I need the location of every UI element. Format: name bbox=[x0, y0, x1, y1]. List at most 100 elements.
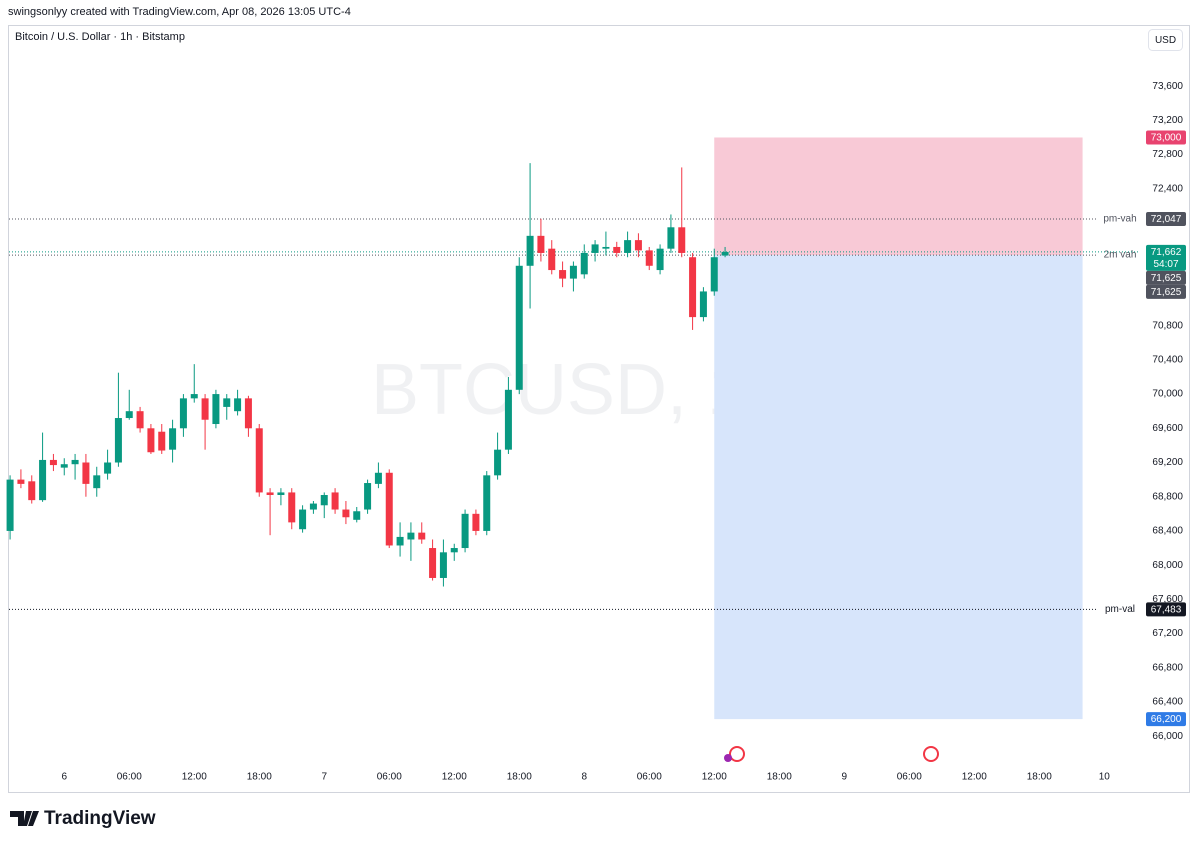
price-badge-label: 71,625 bbox=[1151, 287, 1182, 298]
candle-body bbox=[396, 536, 404, 546]
candle-body bbox=[201, 398, 209, 420]
y-tick-label: 72,800 bbox=[1152, 149, 1183, 160]
candle-body bbox=[255, 428, 263, 493]
candle-body bbox=[429, 548, 437, 578]
candle-body bbox=[526, 235, 534, 266]
candle-body bbox=[569, 265, 577, 279]
y-tick-label: 67,200 bbox=[1152, 628, 1183, 639]
candle-body bbox=[234, 398, 242, 412]
candle-body bbox=[374, 472, 382, 484]
candle-body bbox=[299, 509, 307, 530]
symbol-title: Bitcoin / U.S. Dollar · 1h · Bitstamp bbox=[15, 31, 185, 43]
candle-body bbox=[634, 240, 642, 251]
x-tick-label: 06:00 bbox=[117, 772, 142, 783]
price-badge bbox=[1146, 130, 1186, 145]
price-badge bbox=[1146, 712, 1186, 727]
x-tick-label: 10 bbox=[1099, 772, 1111, 783]
price-badge-label: 71,625 bbox=[1151, 273, 1182, 284]
event-badge-inner bbox=[925, 748, 937, 760]
price-badge-label: 71,662 bbox=[1151, 247, 1182, 258]
candle-body bbox=[71, 459, 79, 465]
x-tick-label: 9 bbox=[841, 772, 847, 783]
candle-body bbox=[288, 492, 296, 523]
candle-body bbox=[613, 246, 621, 253]
candle-body bbox=[667, 227, 675, 249]
candle-body bbox=[277, 492, 285, 496]
candle-body bbox=[28, 481, 36, 501]
y-tick-label: 66,400 bbox=[1152, 697, 1183, 708]
candle-body bbox=[472, 513, 480, 531]
candle-body bbox=[699, 291, 707, 318]
attribution: swingsonlyy created with TradingView.com… bbox=[8, 6, 351, 18]
candle-body bbox=[309, 503, 317, 510]
candle-body bbox=[104, 462, 112, 474]
x-tick-label: 18:00 bbox=[767, 772, 792, 783]
candle-body bbox=[407, 532, 415, 540]
price-badge bbox=[1146, 602, 1186, 617]
candle-body bbox=[624, 240, 632, 253]
y-tick-label: 67,600 bbox=[1152, 594, 1183, 605]
y-tick-label: 69,600 bbox=[1152, 423, 1183, 434]
candle-body bbox=[223, 398, 231, 407]
currency-button[interactable] bbox=[1148, 29, 1183, 51]
candle-body bbox=[125, 411, 133, 419]
candle-body bbox=[266, 492, 274, 496]
level-name: 2m vah bbox=[1104, 250, 1137, 261]
x-tick-label: 12:00 bbox=[182, 772, 207, 783]
logo-mark bbox=[10, 811, 39, 826]
y-tick-label: 73,600 bbox=[1152, 81, 1183, 92]
x-tick-label: 18:00 bbox=[1027, 772, 1052, 783]
candle-body bbox=[559, 270, 567, 279]
target-zone bbox=[714, 255, 1083, 720]
y-tick-label: 66,800 bbox=[1152, 662, 1183, 673]
x-tick-label: 06:00 bbox=[897, 772, 922, 783]
candle-body bbox=[147, 428, 155, 453]
x-tick-label: 12:00 bbox=[962, 772, 987, 783]
y-tick-label: 70,800 bbox=[1152, 320, 1183, 331]
x-tick-label: 6 bbox=[61, 772, 67, 783]
candle-body bbox=[114, 418, 122, 463]
y-tick-label: 73,200 bbox=[1152, 115, 1183, 126]
candle-body bbox=[504, 389, 512, 450]
y-tick-label: 69,200 bbox=[1152, 457, 1183, 468]
candle-body bbox=[17, 479, 25, 484]
currency-label[interactable]: USD bbox=[1155, 35, 1176, 46]
y-tick-label: 68,000 bbox=[1152, 560, 1183, 571]
candle-body bbox=[353, 511, 361, 520]
price-badge-label: 72,047 bbox=[1151, 214, 1182, 225]
level-name: pm-vah bbox=[1103, 214, 1136, 225]
candle-body bbox=[483, 475, 491, 531]
x-tick-label: 18:00 bbox=[507, 772, 532, 783]
price-badge bbox=[1146, 244, 1186, 271]
candle-body bbox=[158, 431, 166, 451]
event-icon bbox=[923, 746, 939, 762]
y-tick-label: 72,400 bbox=[1152, 183, 1183, 194]
candle-body bbox=[515, 265, 523, 390]
x-tick-label: 06:00 bbox=[377, 772, 402, 783]
candle-body bbox=[212, 394, 220, 425]
candle-body bbox=[450, 548, 458, 553]
candle-body bbox=[342, 509, 350, 518]
logo: TradingView bbox=[10, 808, 156, 829]
candle-body bbox=[710, 257, 718, 292]
x-tick-label: 18:00 bbox=[247, 772, 272, 783]
candle-body bbox=[93, 475, 101, 489]
candle-body bbox=[439, 552, 447, 578]
x-tick-label: 7 bbox=[321, 772, 327, 783]
y-tick-label: 70,000 bbox=[1152, 389, 1183, 400]
candle-body bbox=[6, 479, 14, 531]
candle-body bbox=[418, 532, 426, 540]
candle-body bbox=[537, 235, 545, 253]
candle-body bbox=[494, 449, 502, 476]
y-tick-label: 68,400 bbox=[1152, 526, 1183, 537]
event-icon bbox=[724, 746, 745, 762]
x-tick-label: 12:00 bbox=[702, 772, 727, 783]
level-name: pm-val bbox=[1105, 604, 1135, 615]
candle-body bbox=[190, 394, 198, 399]
candle-body bbox=[591, 244, 599, 253]
candle-body bbox=[689, 257, 697, 318]
candle-body bbox=[580, 252, 588, 275]
price-badge bbox=[1146, 270, 1186, 285]
candle-body bbox=[678, 227, 686, 253]
